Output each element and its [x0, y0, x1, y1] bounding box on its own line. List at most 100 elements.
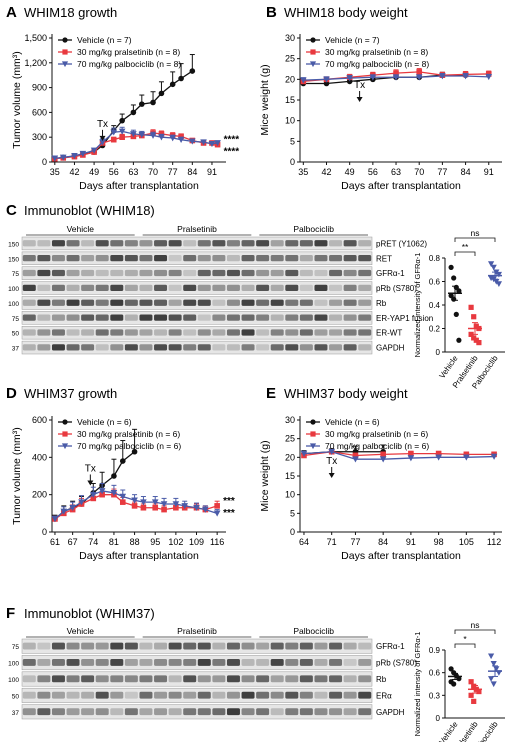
blot-band — [124, 344, 138, 351]
blot-band — [299, 691, 313, 699]
blot-band — [343, 329, 357, 336]
y-tick-label: 15 — [285, 471, 295, 481]
chart-a-tumor-growth: 35 42 49 56 63 70 77 84 91 0 300 600 900 1,200 1,500 Da… — [11, 33, 239, 192]
blot-band — [285, 344, 299, 351]
dot-point — [453, 311, 459, 317]
blot-band — [22, 284, 36, 292]
blot-band — [241, 240, 255, 247]
blot-band — [299, 344, 313, 351]
blot-band — [154, 240, 168, 247]
significance-label: * — [463, 634, 467, 644]
blot-band — [314, 344, 328, 351]
blot-band — [299, 329, 313, 336]
x-tick-label: 61 — [50, 537, 60, 547]
data-point — [119, 134, 125, 140]
y-axis-label: Mice weight (g) — [259, 64, 271, 135]
y-tick-label: 25 — [285, 54, 295, 64]
data-point — [328, 448, 335, 456]
blot-band — [66, 344, 80, 351]
dot-point — [468, 304, 474, 310]
blot-band — [110, 708, 124, 716]
y-tick-label: 0 — [290, 527, 295, 537]
legend-marker — [62, 37, 68, 43]
blot-band — [358, 269, 372, 277]
data-point — [151, 499, 159, 506]
blot-band — [226, 691, 240, 699]
blot-group-label: Vehicle — [67, 224, 95, 234]
blot-band — [241, 658, 255, 666]
blot-band — [51, 255, 65, 262]
legend-label: 70 mg/kg palbociclib (n = 6) — [77, 441, 181, 451]
immunoblot-c: Vehicle Pralsetinib Palbociclib pRET (Y1062… — [8, 224, 433, 355]
blot-band — [197, 284, 211, 292]
blot-band — [270, 240, 284, 247]
legend-marker — [310, 431, 316, 437]
y-tick-label: 25 — [285, 434, 295, 444]
x-tick-label: 71 — [327, 537, 337, 547]
legend-marker — [309, 61, 317, 68]
blot-band — [81, 344, 95, 351]
data-point — [173, 504, 179, 511]
x-tick-label: 42 — [321, 167, 331, 177]
blot-band — [358, 329, 372, 336]
data-point — [178, 75, 184, 82]
blot-band — [226, 642, 240, 650]
blot-band — [51, 299, 65, 306]
data-point — [202, 506, 209, 513]
significance-marker: *** — [223, 496, 235, 507]
blot-band — [256, 329, 270, 336]
blot-group-label: Vehicle — [67, 626, 95, 636]
blot-band — [329, 299, 343, 306]
data-point — [439, 73, 446, 80]
blot-band — [66, 675, 80, 683]
dot-point — [451, 681, 457, 687]
y-tick-label: 0.9 — [429, 646, 441, 655]
x-tick-label: 35 — [50, 167, 60, 177]
data-point — [118, 128, 126, 135]
blot-band — [256, 344, 270, 351]
blot-band — [168, 314, 182, 321]
blot-band — [285, 284, 299, 292]
blot-band — [343, 284, 357, 292]
data-point — [490, 453, 498, 460]
blot-band — [110, 329, 124, 336]
blot-band — [270, 708, 284, 716]
x-axis-label: Days after transplantation — [79, 550, 199, 562]
tx-label: Tx — [97, 119, 108, 130]
x-tick-label: 49 — [345, 167, 355, 177]
data-point — [119, 117, 125, 124]
blot-band-label: GAPDH — [376, 344, 405, 353]
blot-band — [139, 314, 153, 321]
blot-band — [358, 691, 372, 699]
blot-band — [110, 658, 124, 666]
data-point — [152, 504, 159, 511]
blot-band — [139, 329, 153, 336]
y-tick-label: 1,500 — [24, 33, 47, 43]
data-point — [213, 510, 221, 517]
blot-band — [154, 675, 168, 683]
data-point — [59, 154, 67, 161]
data-point — [208, 141, 216, 148]
blot-band — [314, 314, 328, 321]
blot-band — [66, 329, 80, 336]
x-tick-label: 116 — [210, 537, 224, 547]
data-point — [408, 450, 414, 457]
chart-d-tumor-growth: 61 67 74 81 88 95 102 109 116 0 200 400 600 Days afte… — [11, 415, 235, 562]
blot-band — [168, 269, 182, 277]
blot-strip — [21, 704, 373, 720]
blot-band — [81, 329, 95, 336]
blot-strip — [21, 326, 373, 340]
blot-band — [270, 255, 284, 262]
dot-point — [488, 676, 495, 682]
blot-band — [51, 658, 65, 666]
blot-band — [168, 284, 182, 292]
blot-band — [110, 255, 124, 262]
blot-band — [314, 299, 328, 306]
blot-band — [37, 642, 51, 650]
data-point — [131, 497, 138, 504]
blot-band — [299, 642, 313, 650]
dot-point — [471, 698, 477, 704]
data-point — [369, 74, 377, 81]
blot-band — [66, 691, 80, 699]
dot-point — [451, 296, 457, 302]
